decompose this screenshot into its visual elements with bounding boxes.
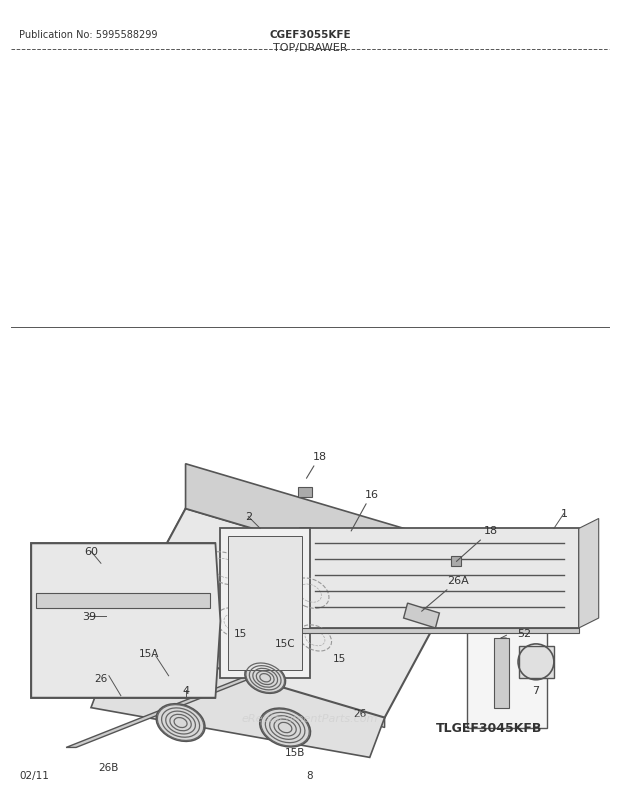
Text: 15: 15 — [234, 628, 247, 638]
Ellipse shape — [156, 704, 205, 741]
Text: 2: 2 — [245, 512, 252, 522]
Polygon shape — [298, 487, 312, 497]
Polygon shape — [228, 537, 302, 670]
Text: 4: 4 — [182, 685, 189, 695]
Polygon shape — [404, 603, 440, 628]
Text: 15: 15 — [333, 653, 347, 663]
Polygon shape — [31, 544, 215, 698]
Polygon shape — [116, 509, 454, 718]
Text: 15C: 15C — [275, 638, 295, 648]
Text: 18: 18 — [456, 526, 498, 561]
Text: 8: 8 — [307, 771, 313, 780]
Polygon shape — [91, 628, 400, 757]
Polygon shape — [579, 519, 599, 628]
Polygon shape — [36, 593, 210, 608]
Text: 15B: 15B — [285, 747, 305, 757]
Text: 26A: 26A — [422, 576, 469, 611]
Text: Publication No: 5995588299: Publication No: 5995588299 — [19, 30, 158, 39]
Polygon shape — [451, 557, 461, 566]
Text: 7: 7 — [533, 685, 539, 695]
Text: TLGEF3045KFB: TLGEF3045KFB — [436, 721, 542, 734]
Ellipse shape — [144, 658, 197, 698]
Polygon shape — [220, 529, 310, 678]
Text: 16: 16 — [351, 489, 379, 531]
Text: 26: 26 — [353, 707, 366, 718]
Text: 52: 52 — [517, 628, 531, 638]
Polygon shape — [300, 628, 579, 633]
Ellipse shape — [245, 662, 285, 694]
Text: 39: 39 — [82, 611, 96, 622]
Text: 60: 60 — [84, 547, 98, 557]
PathPatch shape — [31, 544, 220, 698]
Polygon shape — [66, 663, 290, 747]
Text: CGEF3055KFE: CGEF3055KFE — [269, 30, 351, 39]
Ellipse shape — [260, 708, 311, 747]
Polygon shape — [467, 618, 547, 727]
Polygon shape — [116, 638, 384, 727]
Text: 26: 26 — [94, 673, 107, 683]
Text: TOP/DRAWER: TOP/DRAWER — [273, 43, 347, 53]
Text: eReplacementParts.com: eReplacementParts.com — [242, 713, 378, 723]
Polygon shape — [494, 638, 509, 707]
Polygon shape — [300, 529, 579, 628]
Text: 1: 1 — [560, 508, 567, 519]
Text: 18: 18 — [306, 452, 327, 479]
Text: 15A: 15A — [138, 648, 159, 658]
Polygon shape — [185, 464, 454, 589]
Text: 26B: 26B — [99, 763, 119, 772]
Polygon shape — [116, 509, 185, 648]
Polygon shape — [519, 646, 554, 678]
Text: 02/11: 02/11 — [19, 771, 49, 780]
